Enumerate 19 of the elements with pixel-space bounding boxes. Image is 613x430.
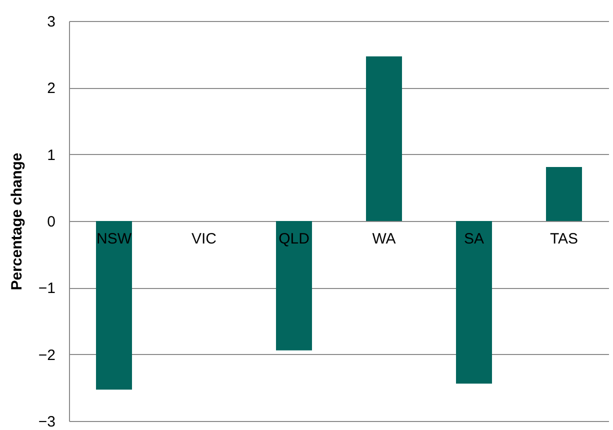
y-tick-label: 0 [47, 214, 56, 230]
y-tick-label: 3 [47, 14, 56, 30]
y-axis-title: Percentage change [8, 152, 26, 290]
x-tick-label: VIC [191, 230, 217, 248]
x-tick-label: SA [464, 230, 484, 248]
y-tick-label: −3 [38, 414, 56, 430]
x-tick-label: TAS [550, 230, 578, 248]
bar [276, 221, 312, 350]
x-tick-label: NSW [96, 230, 132, 248]
bar [96, 221, 132, 390]
y-tick-label: −2 [38, 346, 56, 364]
x-tick-label: WA [372, 230, 396, 248]
bar [366, 56, 402, 221]
bar [546, 167, 582, 221]
x-tick-label: QLD [278, 230, 310, 248]
y-tick-label: 1 [47, 146, 56, 164]
y-tick-label: −1 [38, 280, 56, 298]
y-tick-label: 2 [47, 80, 56, 98]
bar [456, 221, 492, 384]
